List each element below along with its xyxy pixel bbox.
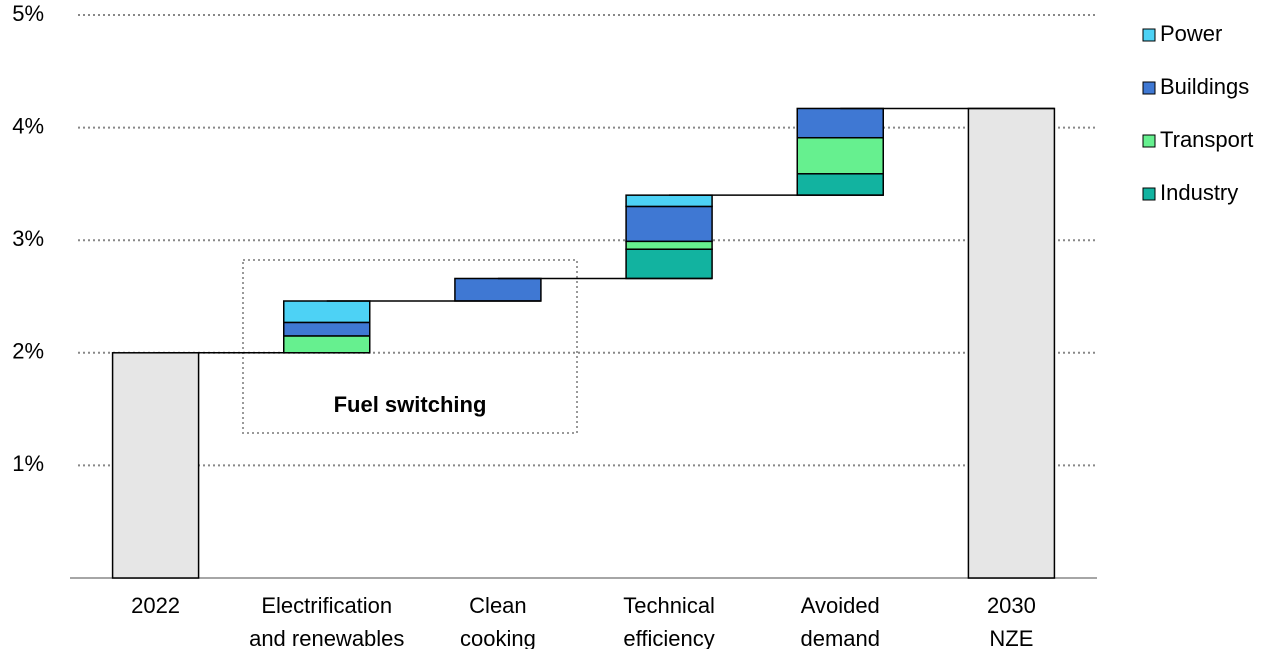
total-bar bbox=[967, 107, 1056, 579]
total-bar bbox=[111, 352, 200, 579]
annotation-box bbox=[242, 259, 578, 434]
segment bbox=[625, 205, 713, 243]
segment bbox=[625, 194, 713, 208]
segment bbox=[283, 335, 371, 354]
x-tick-label: demand bbox=[800, 626, 880, 649]
x-tick-label: NZE bbox=[989, 626, 1033, 649]
legend-label: Buildings bbox=[1160, 74, 1249, 99]
legend-swatch bbox=[1142, 81, 1156, 95]
legend-label: Industry bbox=[1160, 180, 1238, 205]
x-tick-label: and renewables bbox=[249, 626, 404, 649]
x-tick-label: Technical bbox=[623, 593, 715, 618]
x-tick-label: 2022 bbox=[131, 593, 180, 618]
y-tick-label: 1% bbox=[12, 451, 44, 476]
annotation: Fuel switching bbox=[334, 392, 487, 417]
segment bbox=[625, 248, 713, 280]
segment bbox=[454, 277, 542, 302]
segment bbox=[283, 321, 371, 337]
segment bbox=[796, 136, 884, 175]
legend-label: Transport bbox=[1160, 127, 1253, 152]
segment bbox=[796, 173, 884, 196]
x-tick-label: Electrification bbox=[261, 593, 392, 618]
x-tick-label: Clean bbox=[469, 593, 526, 618]
y-tick-label: 4% bbox=[12, 113, 44, 138]
segment bbox=[625, 240, 713, 250]
x-tick-label: cooking bbox=[460, 626, 536, 649]
legend-swatch bbox=[1142, 134, 1156, 148]
x-tick-label: efficiency bbox=[623, 626, 714, 649]
legend-label: Power bbox=[1160, 21, 1222, 46]
y-tick-label: 2% bbox=[12, 339, 44, 364]
y-tick-label: 5% bbox=[12, 1, 44, 26]
x-tick-label: 2030 bbox=[987, 593, 1036, 618]
segment bbox=[796, 107, 884, 139]
x-tick-label: Avoided bbox=[801, 593, 880, 618]
legend-swatch bbox=[1142, 28, 1156, 42]
legend-swatch bbox=[1142, 187, 1156, 201]
y-tick-label: 3% bbox=[12, 226, 44, 251]
segment bbox=[283, 300, 371, 324]
